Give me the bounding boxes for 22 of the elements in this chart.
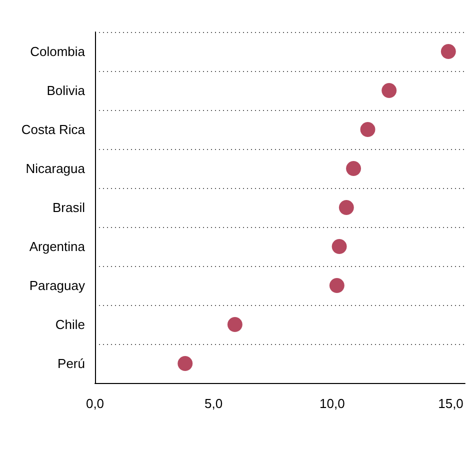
y-tick-label: Argentina	[29, 239, 86, 254]
point	[178, 356, 193, 371]
x-tick-label: 5,0	[204, 396, 223, 411]
y-tick-label: Colombia	[30, 44, 86, 59]
x-tick-label: 10,0	[320, 396, 345, 411]
point	[338, 200, 354, 215]
x-tick-label: 0,0	[86, 396, 104, 411]
y-tick-label: Paraguay	[29, 278, 86, 293]
y-tick-label: Perú	[58, 356, 85, 371]
y-tick-label: Brasil	[52, 200, 86, 215]
y-tick-label: Chile	[55, 317, 85, 332]
y-tick-label: Bolivia	[46, 83, 86, 98]
point	[332, 239, 347, 254]
point	[360, 122, 376, 137]
point	[346, 161, 362, 176]
point	[329, 278, 344, 293]
y-tick-label: Costa Rica	[21, 122, 86, 137]
point	[440, 44, 456, 59]
y-tick-label: Nicaragua	[26, 161, 86, 176]
point	[382, 83, 397, 98]
x-tick-label: 15,0	[438, 396, 464, 411]
point	[227, 317, 242, 332]
